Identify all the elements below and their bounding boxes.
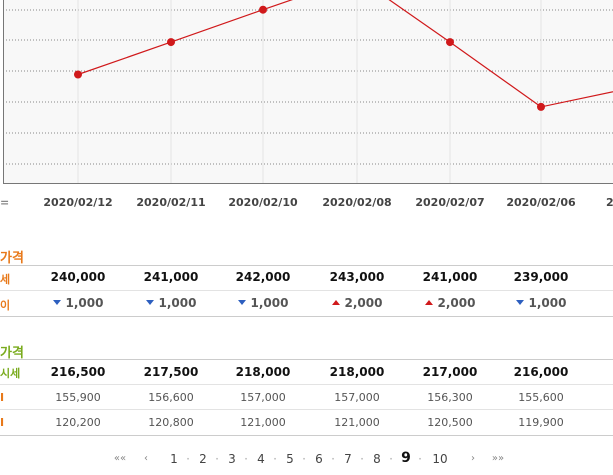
section1-row-label: 세 [0,273,11,286]
price-cell: 217,000 [422,365,478,379]
page-8-link[interactable]: 8 [373,452,381,466]
down-arrow-icon [52,300,61,305]
down-arrow-icon [145,300,154,305]
change-cell: 1,000 [501,296,581,310]
section2-title: 가격 [0,346,24,361]
price-cell: 240,000 [50,270,106,284]
section2-row-label: I [0,416,5,429]
x-tick-label: 2020/02/11 [136,196,206,209]
value-cell: 120,500 [427,416,473,429]
price-line-chart [3,0,613,184]
page-10-link[interactable]: 10 [432,452,448,466]
page-separator: · [331,452,335,466]
up-arrow-icon [424,300,433,305]
divider [0,409,613,410]
divider [0,265,613,266]
divider [0,316,613,317]
page-separator: · [273,452,277,466]
up-arrow-icon [331,300,340,305]
change-value: 1,000 [65,296,104,310]
price-cell: 217,500 [143,365,199,379]
value-cell: 155,900 [55,391,101,404]
value-cell: 157,000 [240,391,286,404]
value-cell: 155,600 [518,391,564,404]
section2-row-label: 시세 [0,367,21,380]
value-cell: 156,600 [148,391,194,404]
x-tick-label: 2020/02/12 [43,196,113,209]
x-tick-label: 2020/02/08 [322,196,392,209]
page-3-link[interactable]: 3 [228,452,236,466]
page-separator: · [389,452,393,466]
page-1-link[interactable]: 1 [170,452,178,466]
change-value: 1,000 [528,296,567,310]
clipped-axis-label: 2 [606,196,613,209]
x-tick-label: 2020/02/10 [228,196,298,209]
section1-row-label: 이 [0,299,11,312]
change-value: 2,000 [344,296,383,310]
page-2-link[interactable]: 2 [199,452,207,466]
page-separator: · [418,452,422,466]
value-cell: 157,000 [334,391,380,404]
change-cell: 2,000 [317,296,397,310]
value-cell: 156,300 [427,391,473,404]
section2-row-label: I [0,391,5,404]
down-arrow-icon [515,300,524,305]
page-separator: · [215,452,219,466]
value-cell: 119,900 [518,416,564,429]
change-cell: 1,000 [223,296,303,310]
page-separator: · [186,452,190,466]
page-5-link[interactable]: 5 [286,452,294,466]
value-cell: 121,000 [240,416,286,429]
x-tick-label: 2020/02/07 [415,196,485,209]
price-cell: 216,500 [50,365,106,379]
value-cell: 120,200 [55,416,101,429]
down-arrow-icon [237,300,246,305]
price-cell: 218,000 [329,365,385,379]
price-cell: 241,000 [143,270,199,284]
data-point [259,5,267,14]
price-cell: 242,000 [235,270,291,284]
divider [0,435,613,436]
page-separator: · [244,452,248,466]
price-cell: 216,000 [513,365,569,379]
prev-page-button[interactable]: ‹ [144,453,148,464]
section1-title: 가격 [0,251,24,266]
change-value: 1,000 [158,296,197,310]
divider [0,384,613,385]
plot-background [3,0,613,183]
last-page-button[interactable]: »» [491,453,505,464]
page-6-link[interactable]: 6 [315,452,323,466]
page-7-link[interactable]: 7 [344,452,352,466]
divider [0,359,613,360]
change-value: 1,000 [250,296,289,310]
divider [0,290,613,291]
data-point [167,38,175,47]
change-cell: 1,000 [131,296,211,310]
first-page-button[interactable]: «« [113,453,127,464]
page-9-link[interactable]: 9 [401,450,411,466]
value-cell: 121,000 [334,416,380,429]
data-point [74,70,82,79]
data-point [446,38,454,47]
x-tick-label: 2020/02/06 [506,196,576,209]
change-cell: 2,000 [410,296,490,310]
page-4-link[interactable]: 4 [257,452,265,466]
change-cell: 1,000 [38,296,118,310]
change-value: 2,000 [437,296,476,310]
data-point [537,102,545,111]
value-cell: 120,800 [148,416,194,429]
page-separator: · [302,452,306,466]
price-cell: 243,000 [329,270,385,284]
price-cell: 239,000 [513,270,569,284]
next-page-button[interactable]: › [471,453,475,464]
price-cell: 218,000 [235,365,291,379]
clipped-axis-label: = [0,196,10,209]
pagination: «« ‹ 1 · 2 · 3 · 4 · 5 · 6 · 7 · 8 · 9 · 10 › »» [0,450,613,468]
page-separator: · [360,452,364,466]
price-cell: 241,000 [422,270,478,284]
